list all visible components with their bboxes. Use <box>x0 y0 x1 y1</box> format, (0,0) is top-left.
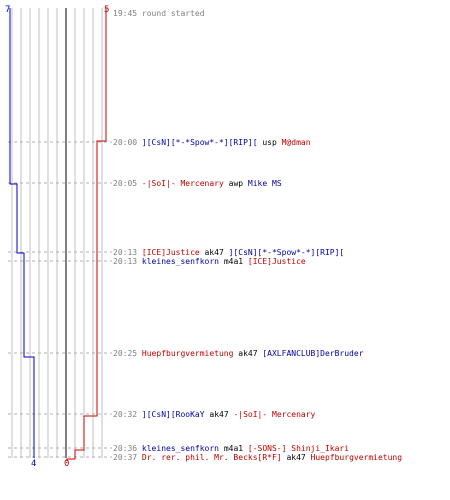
victim-name: [ICE]Justice <box>247 257 306 266</box>
event-message: round started <box>141 9 205 18</box>
killer-name: Huepfburgvermietung <box>141 349 234 358</box>
killer-name: -|SoI|- Mercenary <box>141 179 224 188</box>
victim-name: M@dman <box>281 138 311 147</box>
victim-name: Huepfburgvermietung <box>310 453 403 462</box>
event-row: 20:32 ][CsN][RooKaY ak47 -|SoI|- Mercena… <box>113 410 315 419</box>
weapon-name: ak47 <box>238 349 258 358</box>
event-time: 19:45 <box>113 9 138 18</box>
event-time: 20:36 <box>113 444 138 453</box>
event-time: 20:00 <box>113 138 138 147</box>
blue-team-alive-line <box>9 8 35 458</box>
killer-name: ][CsN][*-*Spow*-*][RIP][ <box>141 138 258 147</box>
event-time: 20:32 <box>113 410 138 419</box>
red-end-count: 0 <box>64 459 69 469</box>
red-start-count: 5 <box>104 5 109 15</box>
blue-start-count: 7 <box>5 5 10 15</box>
victim-name: ][CsN][*-*Spow*-*][RIP][ <box>228 248 345 257</box>
victim-name: Mike MS <box>247 179 282 188</box>
event-row: 20:05 -|SoI|- Mercenary awp Mike MS <box>113 179 282 188</box>
killer-name: kleines_senfkorn <box>141 257 219 266</box>
victim-name: [-SONS-] Shinji_Ikari <box>247 444 350 453</box>
event-row: 20:13 kleines_senfkorn m4a1 [ICE]Justice <box>113 257 306 266</box>
red-team-alive-line <box>66 8 107 461</box>
killer-name: ][CsN][RooKaY <box>141 410 205 419</box>
event-row: 19:45 round started <box>113 9 205 18</box>
weapon-name: ak47 <box>286 453 306 462</box>
weapon-name: ak47 <box>204 248 224 257</box>
blue-end-count: 4 <box>31 459 36 469</box>
event-time: 20:05 <box>113 179 138 188</box>
event-time: 20:13 <box>113 248 138 257</box>
weapon-name: awp <box>228 179 244 188</box>
event-time: 20:25 <box>113 349 138 358</box>
weapon-name: usp <box>262 138 277 147</box>
weapon-name: m4a1 <box>223 257 244 266</box>
weapon-name: m4a1 <box>223 444 244 453</box>
victim-name: -|SoI|- Mercenary <box>233 410 316 419</box>
killer-name: kleines_senfkorn <box>141 444 219 453</box>
grid-lines <box>11 8 103 458</box>
event-time: 20:37 <box>113 453 138 462</box>
event-row: 20:36 kleines_senfkorn m4a1 [-SONS-] Shi… <box>113 444 349 453</box>
weapon-name: ak47 <box>209 410 229 419</box>
killer-name: Dr. rer. phil. Mr. Becks[R*F] <box>141 453 282 462</box>
event-guide-lines <box>8 141 112 458</box>
event-row: 20:37 Dr. rer. phil. Mr. Becks[R*F] ak47… <box>113 453 402 462</box>
event-row: 20:00 ][CsN][*-*Spow*-*][RIP][ usp M@dma… <box>113 138 311 147</box>
event-row: 20:13 [ICE]Justice ak47 ][CsN][*-*Spow*-… <box>113 248 344 257</box>
event-row: 20:25 Huepfburgvermietung ak47 [AXLFANCL… <box>113 349 364 358</box>
event-time: 20:13 <box>113 257 138 266</box>
killer-name: [ICE]Justice <box>141 248 200 257</box>
victim-name: [AXLFANCLUB]DerBruder <box>262 349 364 358</box>
